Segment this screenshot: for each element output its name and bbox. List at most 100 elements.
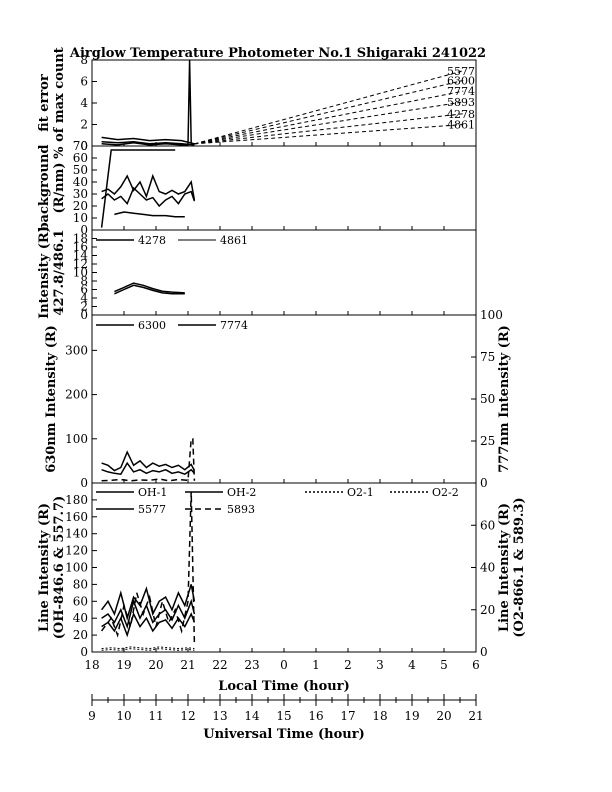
x-tick-label-ut: 21 [468,709,483,723]
y-tick-label: 20 [73,199,88,213]
y-tick-label: 160 [65,510,88,524]
legend-label: OH-2 [227,486,256,499]
y-right-axis-label: (O2-866.1 & 589.3) [512,497,527,637]
series-line [100,149,176,228]
series-line [101,584,196,621]
y-tick-label: 60 [73,594,88,608]
y-tick-label: 40 [73,175,88,189]
series-line [101,136,195,145]
y-tick-label: 20 [73,628,88,642]
y-axis-label: fit error [37,74,52,132]
y-axis-label: % of max count [52,47,67,159]
y-right-tick-label: 50 [480,392,495,406]
series-line [101,611,196,638]
x-tick-label-ut: 17 [340,709,355,723]
series-line [114,211,185,218]
y-right-tick-label: 40 [480,561,495,575]
series-line [101,140,195,146]
y-tick-label: 40 [73,611,88,625]
y-right-tick-label: 0 [480,476,488,490]
y-tick-label: 0 [80,223,88,237]
y-axis-label: Intensity (R) [37,226,52,319]
legend-label: 4861 [220,234,248,247]
y-tick-label: 8 [80,53,88,67]
y-tick-label: 70 [73,139,88,153]
y-right-tick-label: 25 [480,434,495,448]
x-tick-label-local: 20 [148,658,163,672]
x-tick-label-local: 22 [212,658,227,672]
y-tick-label: 0 [80,476,88,490]
x-tick-label-local: 5 [440,658,448,672]
y-tick-label: 300 [65,343,88,357]
series-line [101,461,195,476]
x-tick-label-local: 23 [244,658,259,672]
y-tick-label: 50 [73,163,88,177]
y-tick-label: 2 [80,118,88,132]
x-tick-label-ut: 9 [88,709,96,723]
x-tick-label-local: 6 [472,658,480,672]
x-tick-label-ut: 13 [212,709,227,723]
series-line [101,450,196,472]
fit-error-trend-line [194,101,464,145]
y-tick-label: 6 [80,75,88,89]
y-tick-label: 4 [80,96,88,110]
y-tick-label: 10 [73,211,88,225]
x-tick-label-local: 19 [116,658,131,672]
y-tick-label: 12 [73,257,88,271]
x-tick-label-ut: 15 [276,709,291,723]
y-tick-label: 2 [80,300,88,314]
y-tick-label: 6 [80,283,88,297]
x-tick-label-ut: 12 [180,709,195,723]
y-tick-label: 8 [80,274,88,288]
y-right-tick-label: 20 [480,603,495,617]
panel-intensity-6300-7774: 0 100 200 300 0 25 50 75 100 630nm Intensity (R) 7… [44,308,512,490]
y-right-tick-label: 100 [480,308,503,322]
x-tick-label-ut: 10 [116,709,131,723]
fit-error-line-label: 5893 [447,96,475,109]
y-right-axis-label: Line Intensity (R) [497,503,512,632]
y-tick-label: 0 [80,308,88,322]
series-line [101,648,195,651]
y-tick-label: 200 [65,388,88,402]
legend-label: 7774 [220,319,248,332]
series-line [101,491,196,644]
y-tick-label: 16 [73,240,88,254]
y-right-axis-label: 777nm Intensity (R) [497,325,512,473]
fit-error-line-label: 6300 [447,74,475,87]
series-line [114,282,185,294]
x-tick-label-local: 4 [408,658,416,672]
y-tick-label: 80 [73,577,88,591]
x-tick-label-ut: 20 [436,709,451,723]
y-tick-label: 14 [73,249,89,263]
y-axis-label: background [37,144,52,231]
y-tick-label: 120 [65,544,88,558]
legend-label: 6300 [138,319,166,332]
x-tick-label-ut: 18 [372,709,387,723]
series-line [101,173,196,201]
y-tick-label: 180 [65,493,88,507]
x-tick-label-local: 1 [312,658,320,672]
y-tick-label: 18 [73,232,88,246]
x-tick-label-local: 3 [376,658,384,672]
y-tick-label: 10 [73,266,88,280]
series-line [101,59,195,146]
y-tick-label: 0 [80,645,88,659]
series-line [101,186,196,208]
fit-error-line-label: 5577 [447,65,475,78]
y-axis-label: 630nm Intensity (R) [44,325,59,473]
y-tick-label: 100 [65,561,88,575]
x-tick-label-local: 18 [84,658,99,672]
y-axis-label: (R/nm) [52,162,67,213]
x-tick-label-ut: 14 [244,709,260,723]
y-axis-label: (OH-846.6 & 557.7) [52,496,67,640]
panel-fit-error: 0 2 4 6 8 fit error% of max count 557763007774… [37,47,477,159]
y-tick-label: 140 [65,527,88,541]
x-axis-label-ut: Universal Time (hour) [203,727,365,742]
y-right-tick-label: 75 [480,350,495,364]
fit-error-trend-line [194,90,464,145]
y-tick-label: 60 [73,151,88,165]
